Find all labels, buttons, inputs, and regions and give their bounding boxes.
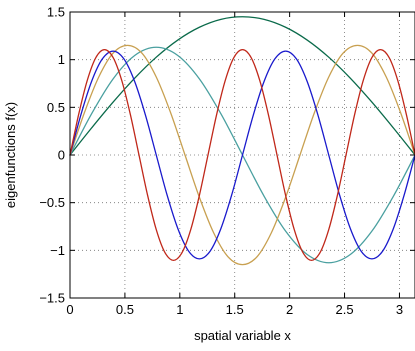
x-tick-label: 0: [66, 302, 73, 317]
series-line-1: [69, 16, 415, 156]
series-line-5: [69, 49, 415, 261]
series-lines: [69, 16, 415, 266]
y-tick-label: −1: [50, 243, 65, 258]
x-axis-label: spatial variable x: [194, 328, 291, 343]
y-axis-label: eigenfunctions f(x): [3, 102, 18, 208]
axis-ticks: [69, 11, 415, 299]
y-tick-label: 1: [58, 52, 65, 67]
y-tick-label: 1.5: [47, 5, 65, 20]
x-tick-labels: 0 0.5 1 1.5 2 2.5 3: [66, 302, 403, 317]
y-tick-label: −1.5: [39, 291, 65, 306]
series-line-3: [69, 44, 415, 266]
x-tick-label: 2.5: [336, 302, 354, 317]
y-tick-labels: −1.5 −1 −0.5 0 0.5 1 1.5: [39, 5, 65, 306]
series-line-4: [69, 50, 415, 260]
x-tick-label: 2: [286, 302, 293, 317]
y-tick-label: 0.5: [47, 100, 65, 115]
plot-area: [69, 11, 415, 299]
x-tick-label: 3: [396, 302, 403, 317]
x-tick-label: 0.5: [116, 302, 134, 317]
y-tick-label: 0: [58, 148, 65, 163]
y-tick-label: −0.5: [39, 195, 65, 210]
x-tick-label: 1.5: [226, 302, 244, 317]
x-tick-label: 1: [176, 302, 183, 317]
